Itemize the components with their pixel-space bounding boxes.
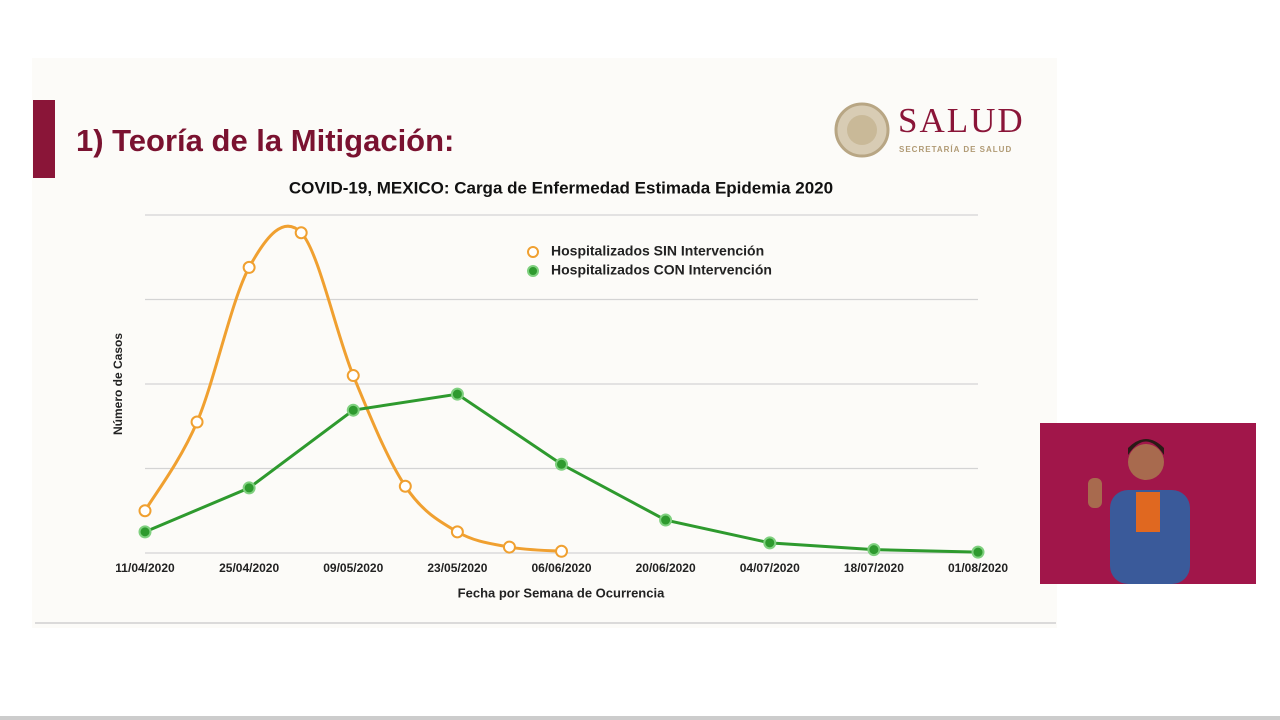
data-point [450, 525, 464, 539]
data-point [450, 387, 464, 401]
data-point [398, 479, 412, 493]
x-tick-label: 01/08/2020 [948, 561, 1008, 575]
data-point [294, 226, 308, 240]
bottom-bar [0, 716, 1280, 720]
data-point [659, 513, 673, 527]
legend-label: Hospitalizados CON Intervención [551, 262, 772, 278]
interpreter-hair [1128, 439, 1164, 455]
interpreter-shirt [1136, 492, 1160, 532]
legend-label: Hospitalizados SIN Intervención [551, 243, 764, 259]
logo-emblem-inner [847, 115, 877, 145]
data-point [138, 525, 152, 539]
x-tick-label: 23/05/2020 [427, 561, 487, 575]
data-point [346, 403, 360, 417]
y-axis-label: Número de Casos [111, 333, 125, 435]
legend-marker [527, 265, 539, 277]
series-line [143, 224, 562, 553]
data-point [138, 504, 152, 518]
x-tick-label: 06/06/2020 [531, 561, 591, 575]
logo-title: SALUD [898, 101, 1025, 140]
interpreter-body [1110, 490, 1190, 584]
x-tick-label: 04/07/2020 [740, 561, 800, 575]
chart-title: COVID-19, MEXICO: Carga de Enfermedad Es… [289, 178, 833, 197]
plot: 11/04/2020 25/04/2020 09/05/2020 23/05/2020… [115, 214, 1008, 575]
data-point [502, 540, 516, 554]
interpreter-hand [1088, 478, 1102, 508]
x-tick-label: 18/07/2020 [844, 561, 904, 575]
data-point [555, 457, 568, 471]
slide-title: 1) Teoría de la Mitigación: [76, 123, 454, 158]
data-point [190, 415, 204, 429]
data-point [242, 481, 256, 495]
slide-panel [32, 58, 1057, 628]
x-tick-label: 09/05/2020 [323, 561, 383, 575]
data-point [242, 260, 256, 274]
data-point [346, 369, 360, 383]
title-bar [33, 100, 55, 178]
logo-subtitle: SECRETARÍA DE SALUD [899, 145, 1012, 154]
x-tick-label: 11/04/2020 [115, 561, 175, 575]
data-point [763, 536, 777, 550]
data-point [555, 544, 568, 558]
x-tick-label: 25/04/2020 [219, 561, 279, 575]
x-axis-label: Fecha por Semana de Ocurrencia [458, 585, 665, 600]
legend-marker [527, 246, 539, 258]
data-point [971, 545, 985, 559]
interpreter-head [1128, 444, 1164, 480]
x-tick-label: 20/06/2020 [636, 561, 696, 575]
data-point [867, 543, 881, 557]
